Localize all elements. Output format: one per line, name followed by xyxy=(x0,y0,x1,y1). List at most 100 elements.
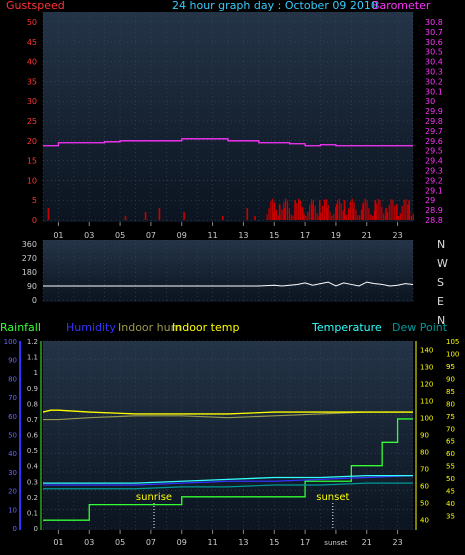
temp-tick-label: 105 xyxy=(446,338,459,346)
rain-y-axis: 0 0.1 0.2 0.3 0.4 0.5 0.6 0.7 0.8 0.9 1 1.1 1.2 xyxy=(27,338,39,533)
gust-bar xyxy=(309,204,311,220)
x-tick-label: 09 xyxy=(177,538,187,547)
gust-bar xyxy=(394,205,396,220)
rain-tick-label: 0.8 xyxy=(27,400,38,408)
gust-bar xyxy=(351,198,353,220)
gust-bar xyxy=(405,199,407,220)
gust-bar xyxy=(410,215,413,220)
rain-tick-label: 0.4 xyxy=(27,463,39,471)
x-tick-label: 17 xyxy=(300,538,310,547)
gust-bar xyxy=(357,215,359,220)
gust-bar xyxy=(285,198,287,220)
gust-bar xyxy=(275,209,277,220)
gust-bar xyxy=(368,208,370,220)
gust-bar xyxy=(268,208,270,220)
gust-bar xyxy=(326,208,329,220)
gust-bar xyxy=(373,210,376,220)
indoor-hum-line xyxy=(43,411,413,421)
compass-letter: W xyxy=(437,257,448,270)
temp-tick-label: 130 xyxy=(420,364,433,372)
rain-tick-label: 0.9 xyxy=(27,385,38,393)
gust-bar xyxy=(396,204,398,220)
temp-c-y-axis: 40 50 60 70 80 90 100 110 120 130 140 xyxy=(420,347,433,525)
gust-bar xyxy=(305,215,307,220)
barometer-tick-label: 29.9 xyxy=(425,107,443,116)
gust-bar xyxy=(296,203,298,220)
temp-tick-label: 110 xyxy=(420,398,433,406)
rain-tick-label: 0.3 xyxy=(27,478,38,486)
temp-tick-label: 60 xyxy=(420,483,429,491)
rain-tick-label: 1.1 xyxy=(27,354,38,362)
temp-tick-label: 80 xyxy=(446,400,455,408)
sunset-label: sunset xyxy=(316,492,349,503)
gust-bar xyxy=(343,200,346,220)
sunrise-label: sunrise xyxy=(136,492,172,503)
gust-bar xyxy=(307,211,309,220)
x-tick-label: 21 xyxy=(362,231,372,240)
x-tick-label: 01 xyxy=(53,538,63,547)
gust-tick-label: 30 xyxy=(27,97,37,106)
temp-tick-label: 35 xyxy=(446,513,455,521)
barometer-tick-label: 30.1 xyxy=(425,87,443,96)
barometer-tick-label: 29.7 xyxy=(425,127,443,136)
temp-tick-label: 55 xyxy=(446,463,455,471)
gust-bar xyxy=(278,204,281,220)
humidity-tick-label: 80 xyxy=(8,375,17,383)
barometer-tick-label: 30 xyxy=(425,97,435,106)
gust-bar xyxy=(297,198,300,220)
x-tick-label: sunset xyxy=(324,539,347,547)
wind-tick-label: 90 xyxy=(27,282,37,291)
humidity-tick-label: 100 xyxy=(4,338,17,346)
gust-bar xyxy=(329,211,331,220)
legend-indoor-hum: Indoor hum xyxy=(118,321,181,334)
gust-tick-label: 10 xyxy=(27,176,37,185)
temperature-line xyxy=(43,474,413,484)
wind-tick-label: 180 xyxy=(22,268,37,277)
x-tick-label: 17 xyxy=(300,231,310,240)
gust-bar xyxy=(334,207,337,220)
temp-tick-label: 45 xyxy=(446,488,455,496)
gust-bar xyxy=(318,216,320,220)
legend-temperature: Temperature xyxy=(311,321,382,334)
gust-bar xyxy=(353,202,355,220)
rain-tick-label: 0.2 xyxy=(27,494,38,502)
gust-bar xyxy=(254,216,256,220)
humidity-y-axis: 0 10 20 30 40 50 60 70 80 90 100 xyxy=(4,338,17,533)
barometer-tick-label: 29.8 xyxy=(425,117,443,126)
temp-tick-label: 95 xyxy=(446,363,455,371)
gust-bar xyxy=(370,214,372,220)
gust-tick-label: 50 xyxy=(27,18,37,27)
gust-bar xyxy=(323,199,326,220)
x-tick-label: 23 xyxy=(392,231,402,240)
gust-bar xyxy=(325,199,327,220)
gust-bar xyxy=(320,212,322,220)
gust-bar xyxy=(47,208,50,220)
humidity-tick-label: 20 xyxy=(8,488,17,496)
temp-tick-label: 70 xyxy=(420,466,429,474)
gust-bar xyxy=(377,198,379,220)
gust-bar xyxy=(331,215,333,220)
gust-bar xyxy=(272,198,274,220)
barometer-tick-label: 29 xyxy=(425,196,435,205)
temp-tick-label: 60 xyxy=(446,450,455,458)
gust-label: Gustspeed xyxy=(6,0,65,12)
temp-tick-label: 80 xyxy=(420,449,429,457)
legend-humidity: Humidity xyxy=(66,321,116,334)
gust-tick-label: 45 xyxy=(27,38,37,47)
compass-letter: N xyxy=(437,238,445,251)
gust-bar xyxy=(124,216,127,220)
gust-bar xyxy=(392,199,394,220)
gust-bar xyxy=(403,199,405,220)
humidity-tick-label: 90 xyxy=(8,357,17,365)
indoor-temp-line xyxy=(42,409,413,415)
temp-f-y-axis: 35 40 45 50 55 60 65 70 75 80 85 90 95 100 105 xyxy=(446,338,459,521)
gust-bar xyxy=(396,212,398,220)
x-tick-label: 15 xyxy=(269,538,279,547)
temp-tick-label: 100 xyxy=(420,415,433,423)
gust-bar xyxy=(144,212,147,220)
panel1-x-axis: 01 03 05 07 09 11 13 15 17 19 21 23 xyxy=(53,222,403,240)
temp-tick-label: 50 xyxy=(420,500,429,508)
gust-bar xyxy=(408,200,410,220)
